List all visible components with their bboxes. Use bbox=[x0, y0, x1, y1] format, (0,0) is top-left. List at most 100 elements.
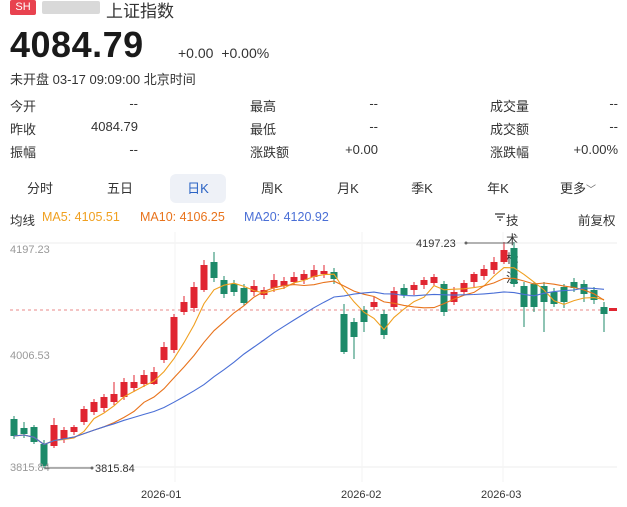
stats-row: 振幅 -- 涨跌额 +0.00 涨跌幅 +0.00% bbox=[10, 142, 620, 165]
candle-body bbox=[490, 262, 498, 270]
candles bbox=[10, 242, 608, 468]
candle-body bbox=[20, 428, 28, 434]
candle-body bbox=[390, 291, 398, 307]
candle-body bbox=[60, 430, 68, 439]
candle-body bbox=[350, 322, 358, 337]
candle-body bbox=[360, 310, 368, 322]
candle-body bbox=[80, 409, 88, 422]
tab-weekly-k[interactable]: 周K bbox=[261, 181, 283, 196]
ma10-line bbox=[13, 277, 605, 446]
candle-body bbox=[70, 427, 78, 432]
y-tick-label: 3815.84 bbox=[10, 462, 50, 474]
market-status: 未开盘 03-17 09:09:00 北京时间 bbox=[10, 72, 196, 87]
y-tick-label: 4006.53 bbox=[10, 350, 50, 362]
max-annotation-dot bbox=[464, 241, 468, 245]
candle-body bbox=[330, 272, 338, 279]
x-tick-label: 2026-01 bbox=[141, 489, 181, 501]
candle-body bbox=[410, 285, 418, 290]
stat-label: 今开 bbox=[10, 99, 37, 114]
tab-more[interactable]: 更多﹀ bbox=[550, 174, 606, 203]
candlestick-chart[interactable]: 4197.23 4006.53 3815.84 2026-01 2026-02 … bbox=[0, 232, 627, 507]
candle-body bbox=[30, 427, 38, 442]
tab-daily-k[interactable]: 日K bbox=[170, 174, 226, 203]
stat-value: -- bbox=[369, 119, 378, 134]
candle-body bbox=[480, 269, 488, 276]
stat-label: 昨收 bbox=[10, 122, 37, 137]
candle-body bbox=[120, 382, 128, 397]
candle-body bbox=[200, 265, 208, 290]
x-tick-label: 2026-03 bbox=[481, 489, 521, 501]
candle-body bbox=[430, 277, 438, 283]
ma20-line bbox=[13, 287, 605, 446]
candle-body bbox=[590, 290, 598, 300]
stat-value: -- bbox=[369, 96, 378, 111]
stat-value: +0.00 bbox=[345, 142, 378, 157]
stat-value: +0.00% bbox=[573, 142, 618, 157]
candle-body bbox=[310, 270, 318, 277]
tab-intraday[interactable]: 分时 bbox=[26, 181, 53, 196]
tab-more-label: 更多 bbox=[559, 181, 586, 196]
candle-body bbox=[220, 280, 228, 294]
candle-body bbox=[210, 262, 218, 278]
candle-body bbox=[450, 292, 458, 302]
tab-quarterly-k[interactable]: 季K bbox=[411, 181, 433, 196]
ma5-line bbox=[13, 267, 605, 446]
stat-value: -- bbox=[609, 119, 618, 134]
period-tabs: 分时 五日 日K 周K 月K 季K 年K 更多﹀ bbox=[10, 174, 620, 204]
candle-body bbox=[240, 288, 248, 303]
tab-yearly-k[interactable]: 年K bbox=[487, 181, 509, 196]
market-badge: SH bbox=[10, 0, 36, 15]
candle-body bbox=[300, 274, 308, 280]
stat-label: 最低 bbox=[250, 122, 277, 137]
tech-annotation-toggle[interactable]: 技术标注 bbox=[494, 210, 519, 285]
candle-body bbox=[470, 274, 478, 282]
ma10-value: MA10: 4106.25 bbox=[140, 210, 225, 224]
candle-body bbox=[560, 287, 568, 302]
last-price-marker bbox=[609, 308, 617, 311]
candle-body bbox=[50, 425, 58, 446]
tab-monthly-k[interactable]: 月K bbox=[337, 181, 359, 196]
candle-body bbox=[130, 382, 138, 388]
stat-label: 成交量 bbox=[490, 99, 530, 114]
candle-body bbox=[270, 280, 278, 288]
candle-body bbox=[570, 282, 578, 288]
adjust-button[interactable]: 前复权 bbox=[578, 214, 616, 228]
stats-row: 昨收 4084.79 最低 -- 成交额 -- bbox=[10, 119, 620, 142]
stat-value: -- bbox=[609, 96, 618, 111]
min-annotation-dot bbox=[90, 466, 94, 470]
change-percent: +0.00% bbox=[221, 45, 270, 61]
change-value: +0.00 bbox=[178, 45, 214, 61]
ma20-value: MA20: 4120.92 bbox=[244, 210, 329, 224]
stats-grid: 今开 -- 最高 -- 成交量 -- 昨收 4084.79 最低 -- 成交额 … bbox=[10, 96, 620, 165]
candle-body bbox=[500, 250, 508, 262]
candle-body bbox=[290, 277, 298, 282]
candle-body bbox=[160, 347, 168, 360]
candle-body bbox=[600, 307, 608, 314]
candle-body bbox=[510, 248, 518, 284]
ma-label: 均线 bbox=[10, 214, 36, 228]
candle-body bbox=[110, 394, 118, 402]
candle-body bbox=[10, 419, 18, 436]
candle-body bbox=[550, 292, 558, 304]
candle-body bbox=[170, 317, 178, 350]
y-tick-label: 4197.23 bbox=[10, 244, 50, 256]
stat-label: 振幅 bbox=[10, 145, 37, 160]
ma-lines bbox=[13, 267, 605, 446]
candle-body bbox=[520, 286, 528, 307]
candle-body bbox=[460, 283, 468, 292]
tech-annotation-icon bbox=[495, 213, 505, 221]
candle-body bbox=[250, 286, 258, 292]
header: SH 上证指数 bbox=[10, 0, 620, 21]
current-price: 4084.79 bbox=[10, 24, 144, 65]
candle-body bbox=[40, 444, 48, 466]
stat-label: 涨跌幅 bbox=[490, 145, 530, 160]
index-name: 上证指数 bbox=[106, 2, 174, 21]
candle-body bbox=[340, 314, 348, 352]
candle-body bbox=[580, 284, 588, 294]
tab-five-day[interactable]: 五日 bbox=[106, 181, 133, 196]
stat-value: -- bbox=[129, 142, 138, 157]
candle-body bbox=[180, 302, 188, 312]
candle-body bbox=[100, 397, 108, 408]
stat-label: 最高 bbox=[250, 99, 277, 114]
candle-body bbox=[280, 281, 288, 286]
